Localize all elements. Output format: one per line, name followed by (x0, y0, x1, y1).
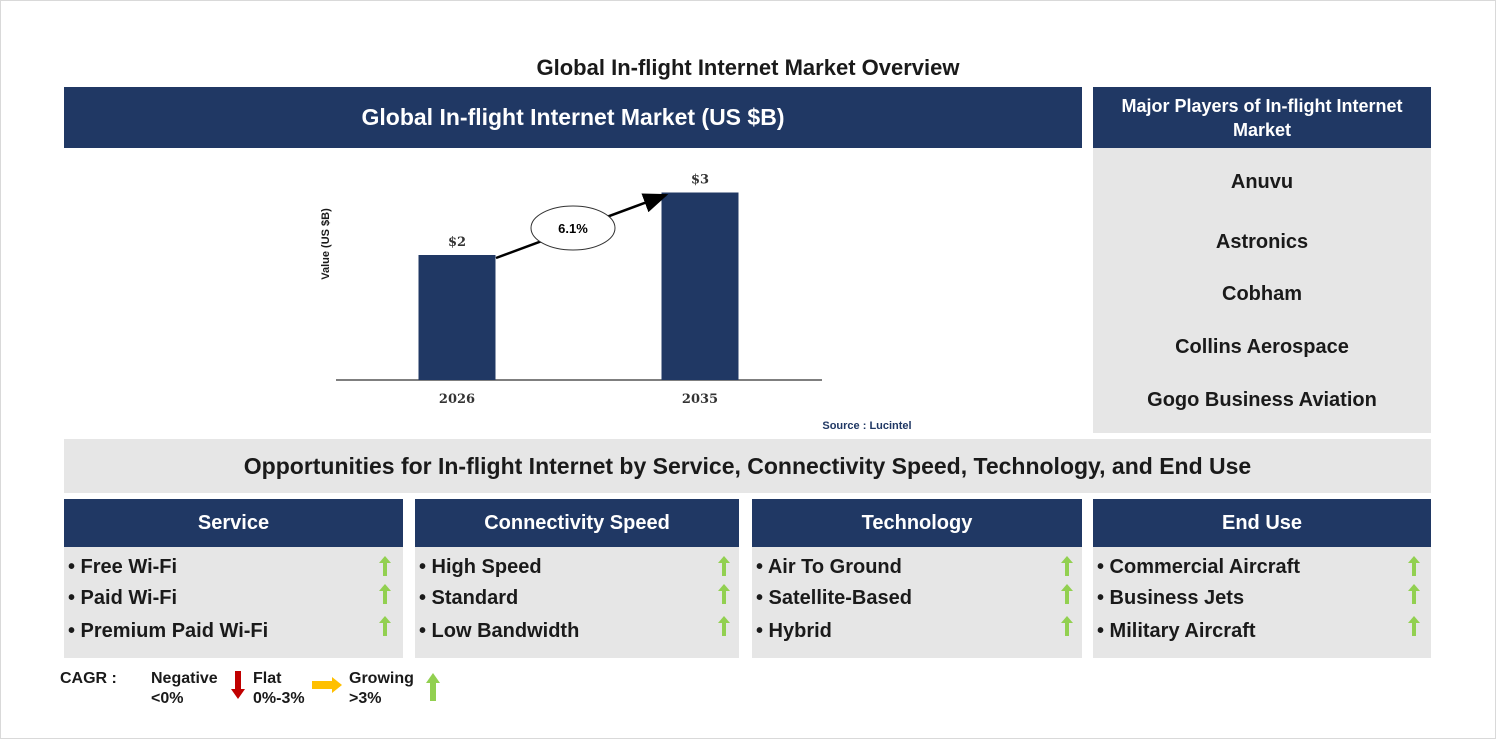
segment-item: • Commercial Aircraft (1097, 556, 1300, 578)
y-axis-label: Value (US $B) (320, 208, 332, 280)
legend-negative: Negative <0% (151, 669, 218, 709)
player-item: Cobham (1222, 283, 1302, 305)
growth-up-arrow-icon (718, 584, 730, 604)
growth-up-arrow-icon (1408, 616, 1420, 636)
segment-item: • Military Aircraft (1097, 620, 1256, 642)
legend-growing-label: Growing (349, 670, 414, 687)
player-item: Anuvu (1230, 171, 1294, 193)
bar-value-label: $3 (691, 173, 709, 188)
growth-up-arrow-icon (379, 616, 391, 636)
segment-item: • Low Bandwidth (419, 620, 580, 642)
player-item: Collins Aerospace (1175, 336, 1349, 358)
legend-negative-range: <0% (151, 690, 184, 707)
bar-2035 (661, 192, 739, 380)
growth-up-arrow-icon (1061, 556, 1073, 576)
segment-item: • Standard (419, 587, 519, 609)
segment-body-service: • Free Wi-Fi • Paid Wi-Fi • Premium Paid… (64, 547, 403, 658)
segment-body-end-use: • Commercial Aircraft • Business Jets • … (1093, 547, 1431, 658)
segment-item: • Paid Wi-Fi (68, 587, 178, 609)
segment-header-service: Service (64, 499, 403, 547)
segment-item: • Free Wi-Fi (68, 556, 178, 578)
bar-chart: Value (US $B) $2 2026 $3 2035 6.1% Source :… (320, 173, 912, 433)
legend-growing-range: >3% (349, 690, 382, 707)
cagr-label: 6.1% (558, 221, 588, 236)
up-arrow-icon (426, 673, 440, 701)
segment-header-connectivity-speed: Connectivity Speed (415, 499, 739, 547)
segment-header-end-use: End Use (1093, 499, 1431, 547)
down-arrow-icon (231, 671, 245, 699)
source-label: Source : Lucintel (822, 420, 911, 432)
right-arrow-icon (312, 677, 342, 693)
growth-up-arrow-icon (718, 556, 730, 576)
growth-up-arrow-icon (1061, 584, 1073, 604)
segment-body-connectivity-speed: • High Speed • Standard • Low Bandwidth (415, 547, 739, 658)
bar-2026 (418, 255, 496, 380)
legend-flat: Flat 0%-3% (253, 669, 305, 709)
legend-flat-range: 0%-3% (253, 690, 305, 707)
chart-header: Global In-flight Internet Market (US $B) (64, 87, 1082, 148)
growth-up-arrow-icon (1061, 616, 1073, 636)
segment-body-technology: • Air To Ground • Satellite-Based • Hybr… (752, 547, 1082, 658)
segment-item: • High Speed (419, 556, 542, 578)
segment-item: • Premium Paid Wi-Fi (68, 620, 269, 642)
legend-negative-label: Negative (151, 670, 218, 687)
segment-item: • Air To Ground (756, 556, 902, 578)
page-title: Global In-flight Internet Market Overvie… (536, 55, 960, 80)
growth-up-arrow-icon (1408, 584, 1420, 604)
growth-up-arrow-icon (379, 556, 391, 576)
growth-up-arrow-icon (1408, 556, 1420, 576)
growth-up-arrow-icon (718, 616, 730, 636)
segment-item: • Business Jets (1097, 587, 1245, 609)
growth-up-arrow-icon (379, 584, 391, 604)
players-header: Major Players of In-flight Internet Mark… (1093, 87, 1431, 148)
player-item: Gogo Business Aviation (1147, 389, 1377, 411)
x-tick-label: 2035 (682, 392, 718, 407)
segment-item: • Hybrid (756, 620, 832, 642)
legend-growing: Growing >3% (349, 669, 414, 709)
bar-value-label: $2 (448, 235, 466, 250)
players-list: Anuvu Astronics Cobham Collins Aerospace… (1093, 148, 1431, 433)
cagr-ellipse (530, 205, 616, 251)
segment-item: • Satellite-Based (756, 587, 912, 609)
segment-header-technology: Technology (752, 499, 1082, 547)
legend-label: CAGR : (60, 670, 117, 687)
legend-flat-label: Flat (253, 670, 282, 687)
player-item: Astronics (1215, 231, 1309, 253)
x-tick-label: 2026 (439, 392, 475, 407)
opportunities-title: Opportunities for In-flight Internet by … (64, 439, 1431, 493)
